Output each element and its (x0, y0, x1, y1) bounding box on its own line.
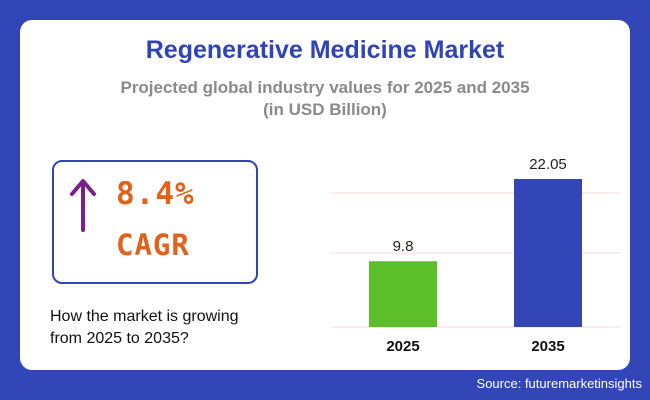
question-line-1: How the market is growing (50, 308, 239, 325)
bar-chart: 9.8 2025 22.05 2035 (330, 156, 620, 355)
infographic-card: Regenerative Medicine Market Projected g… (20, 20, 630, 370)
cagr-label: CAGR (116, 228, 190, 262)
data-label-2035: 22.05 (529, 156, 567, 173)
growth-question: How the market is growing from 2025 to 2… (50, 306, 290, 350)
question-line-2: from 2025 to 2035? (50, 330, 189, 347)
subtitle: Projected global industry values for 202… (20, 77, 630, 121)
cagr-box: 8.4% CAGR (52, 160, 258, 284)
arrow-up-icon (70, 179, 96, 232)
category-label-2025: 2025 (386, 338, 419, 355)
subtitle-line-2: (in USD Billion) (263, 100, 387, 119)
bar-2035 (514, 179, 582, 327)
category-label-2035: 2035 (531, 338, 564, 355)
cagr-value: 8.4% (116, 176, 195, 212)
subtitle-line-1: Projected global industry values for 202… (120, 78, 530, 97)
bar-2025 (369, 261, 437, 327)
source-note: Source: futuremarketinsights (476, 376, 642, 391)
page-title: Regenerative Medicine Market (145, 36, 505, 64)
data-label-2025: 9.8 (393, 238, 414, 255)
